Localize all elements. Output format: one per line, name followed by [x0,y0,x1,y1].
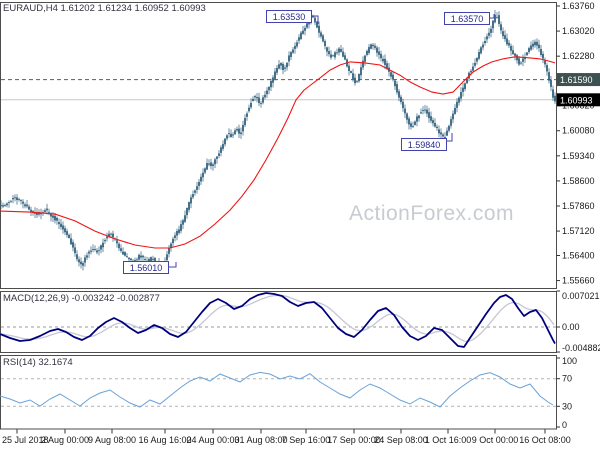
price-axis-label: 1.63760 [562,1,595,11]
rsi-axis-label: 100 [562,356,577,366]
date-axis-label: 9 Aug 08:00 [88,435,136,445]
rsi-panel-frame [0,355,557,430]
date-axis-label: 31 Aug 08:00 [234,435,287,445]
date-axis-label: 7 Sep 16:00 [282,435,331,445]
current-price-badge-bg [557,93,600,107]
watermark: ActionForex.com [349,202,515,225]
marker-connector [490,14,495,19]
price-axis-label: 1.63020 [562,26,595,36]
price-axis-label: 1.57860 [562,201,595,211]
date-axis-label: 9 Oct 00:00 [472,435,519,445]
symbol-ohlc-label: EURAUD,H4 1.61202 1.61234 1.60952 1.6099… [3,3,206,14]
rsi-axis-label: 0 [562,420,567,430]
marker-connector [169,262,177,268]
level-badge: 1.61590 [560,75,593,85]
level-badge-bg[interactable] [557,73,600,87]
price-marker-label: 1.59840 [408,140,441,150]
price-axis-label: 1.62280 [562,51,595,61]
price-marker-label: 1.56010 [130,263,163,273]
date-axis-label: 24 Aug 00:00 [186,435,239,445]
moving-average-line [0,56,556,249]
price-marker-box [444,12,490,25]
price-marker-box [123,261,169,274]
candlesticks[interactable] [0,10,556,273]
price-marker-box [266,10,312,23]
marker-connector [312,15,319,24]
price-axis-label: 1.58600 [562,176,595,186]
price-axis-label: 1.60080 [562,126,595,136]
macd-panel-frame [0,291,557,353]
price-marker-label: 1.63570 [451,14,484,24]
date-axis-label: 17 Sep 00:00 [327,435,381,445]
main-panel-frame [0,2,557,289]
price-axis-label: 1.56400 [562,250,595,260]
rsi-indicator-label: RSI(14) 32.1674 [3,357,73,368]
macd-axis-label: -0.004882 [562,343,600,353]
date-axis-label: 1 Oct 16:00 [425,435,472,445]
rsi-axis-label: 30 [562,401,572,411]
price-axis-label: 1.55660 [562,276,595,286]
date-axis-label: 25 Jul 2018 [2,435,49,445]
macd-main-line [0,292,556,348]
price-marker-label: 1.63530 [273,12,306,22]
price-axis-label: 1.59340 [562,151,595,161]
current-price-badge: 1.60993 [560,95,593,105]
macd-axis-label: 0.007021 [562,291,600,301]
macd-axis-label: 0.00 [562,322,580,332]
marker-connector [447,133,453,142]
price-marker-box [401,138,447,151]
date-axis-label: 24 Sep 08:00 [374,435,428,445]
rsi-line [0,371,554,408]
price-axis-label: 1.57120 [562,226,595,236]
rsi-axis-label: 70 [562,374,572,384]
date-axis-label: 16 Aug 16:00 [138,435,191,445]
date-axis-label: 2 Aug 00:00 [41,435,89,445]
macd-indicator-label: MACD(12,26,9) -0.003242 -0.002877 [3,293,160,304]
date-axis-label: 16 Oct 08:00 [519,435,571,445]
